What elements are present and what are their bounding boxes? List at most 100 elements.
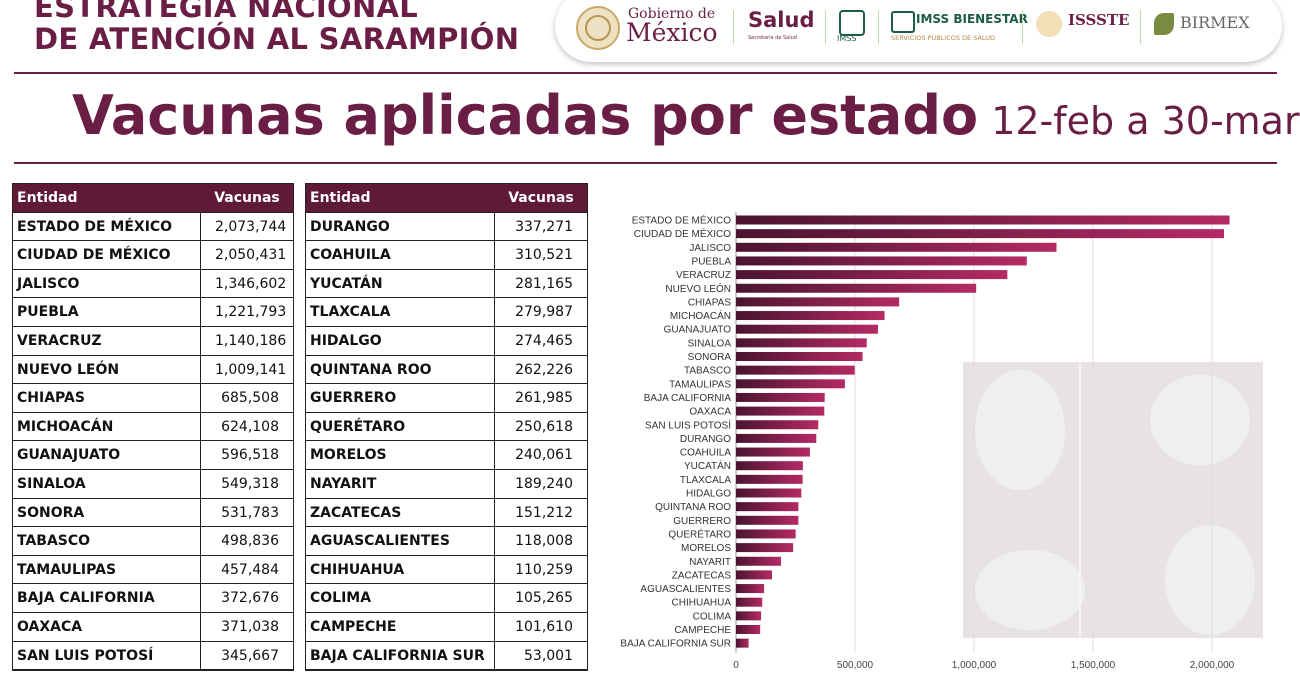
bar (736, 638, 749, 648)
bar (736, 270, 1008, 280)
table-value: 281,165 (495, 270, 587, 299)
table-frame (305, 183, 588, 672)
table-value: 101,610 (495, 613, 587, 642)
bar (736, 474, 803, 484)
bar (736, 365, 855, 375)
table-entity: TAMAULIPAS (13, 556, 201, 585)
bar (736, 406, 825, 416)
logo-text: Salud (748, 8, 815, 32)
logo-text: IMSS BIENESTAR (916, 12, 1028, 26)
table-value: 151,212 (495, 499, 587, 528)
title: Vacunas aplicadas por estado (72, 84, 979, 147)
y-tick-label: GUERRERO (673, 516, 731, 527)
y-tick-label: TLAXCALA (680, 475, 731, 486)
bar (736, 242, 1057, 252)
table-value: 110,259 (495, 556, 587, 585)
table-value: 189,240 (495, 470, 587, 499)
y-tick-label: DURANGO (680, 434, 731, 445)
table-entity: DURANGO (306, 213, 495, 242)
logo-text: SERVICIOS PÚBLICOS DE SALUD (891, 34, 995, 42)
bar (736, 515, 799, 525)
logo-text: IMSS (837, 34, 857, 43)
y-tick-label: QUINTANA ROO (655, 502, 731, 513)
bar (736, 502, 799, 512)
bar (736, 543, 794, 553)
table-value: 2,050,431 (201, 241, 293, 270)
y-tick-label: GUANAJUATO (664, 325, 732, 336)
table-entity: TLAXCALA (306, 298, 495, 327)
table-value: 1,140,186 (201, 327, 293, 356)
table-entity: YUCATÁN (306, 270, 495, 299)
table-divider (494, 183, 495, 671)
table-entity: VERACRUZ (13, 327, 201, 356)
table-value: 279,987 (495, 298, 587, 327)
y-tick-label: OAXACA (689, 407, 731, 418)
y-tick-label: TABASCO (684, 366, 731, 377)
table-entity: OAXACA (13, 613, 201, 642)
table-entity: QUINTANA ROO (306, 356, 495, 385)
table-value: 53,001 (495, 642, 587, 671)
y-tick-label: MORELOS (681, 543, 731, 554)
y-tick-label: PUEBLA (692, 256, 732, 267)
table-entity: MICHOACÁN (13, 413, 201, 442)
y-tick-label: CHIAPAS (688, 297, 731, 308)
separator (825, 10, 826, 44)
header-title: ESTRATEGIA NACIONAL (34, 0, 419, 24)
bar (736, 311, 885, 321)
bar (736, 529, 796, 539)
table-header: Vacunas (201, 184, 293, 213)
y-tick-label: QUERÉTARO (668, 527, 731, 540)
y-tick-label: YUCATÁN (684, 459, 731, 472)
y-tick-label: ZACATECAS (672, 570, 732, 581)
separator (878, 10, 879, 44)
x-tick-label: 500,000 (837, 660, 874, 671)
table-entity: CHIAPAS (13, 384, 201, 413)
bar (736, 597, 763, 607)
rule (14, 162, 1277, 164)
table-entity: GUERRERO (306, 384, 495, 413)
logo-text: Gobierno de (628, 6, 716, 22)
table-entity: GUANAJUATO (13, 441, 201, 470)
table-entity: ZACATECAS (306, 499, 495, 528)
bar (736, 461, 803, 471)
y-tick-label: NAYARIT (689, 557, 731, 568)
table-value: 345,667 (201, 642, 293, 671)
bar (736, 229, 1225, 239)
table-entity: SONORA (13, 499, 201, 528)
y-tick-label: TAMAULIPAS (669, 379, 731, 390)
table-value: 250,618 (495, 413, 587, 442)
separator (1022, 10, 1023, 44)
x-tick-label: 0 (733, 660, 739, 671)
y-tick-label: MICHOACÁN (670, 309, 731, 322)
table-entity: COLIMA (306, 584, 495, 613)
y-tick-label: COLIMA (693, 611, 732, 622)
bar (736, 215, 1230, 225)
imss-icon (891, 11, 915, 33)
table-value: 1,346,602 (201, 270, 293, 299)
subtitle: 12-feb a 30-mar (991, 99, 1300, 143)
title-row: Vacunas aplicadas por estado 12-feb a 30… (72, 84, 1300, 147)
bar (736, 392, 825, 402)
bar (736, 433, 817, 443)
table-value: 105,265 (495, 584, 587, 613)
table-value: 498,836 (201, 527, 293, 556)
table-value: 240,061 (495, 441, 587, 470)
table-header: Entidad (13, 184, 201, 213)
y-tick-label: SONORA (688, 352, 732, 363)
logo-text: ISSSTE (1068, 11, 1130, 29)
bar (736, 584, 765, 594)
table-entity: TABASCO (13, 527, 201, 556)
y-tick-label: AGUASCALIENTES (640, 584, 731, 595)
table-entity: CAMPECHE (306, 613, 495, 642)
bar (736, 625, 761, 634)
decorative-pattern (963, 362, 1263, 638)
x-tick-label: 2,000,000 (1190, 660, 1235, 671)
bar (736, 420, 819, 430)
table-value: 531,783 (201, 499, 293, 528)
y-tick-label: BAJA CALIFORNIA SUR (620, 639, 731, 650)
bar (736, 256, 1027, 266)
table-value: 1,009,141 (201, 356, 293, 385)
table-header: Vacunas (495, 184, 587, 213)
bar (736, 297, 900, 307)
x-tick-label: 1,000,000 (952, 660, 997, 671)
